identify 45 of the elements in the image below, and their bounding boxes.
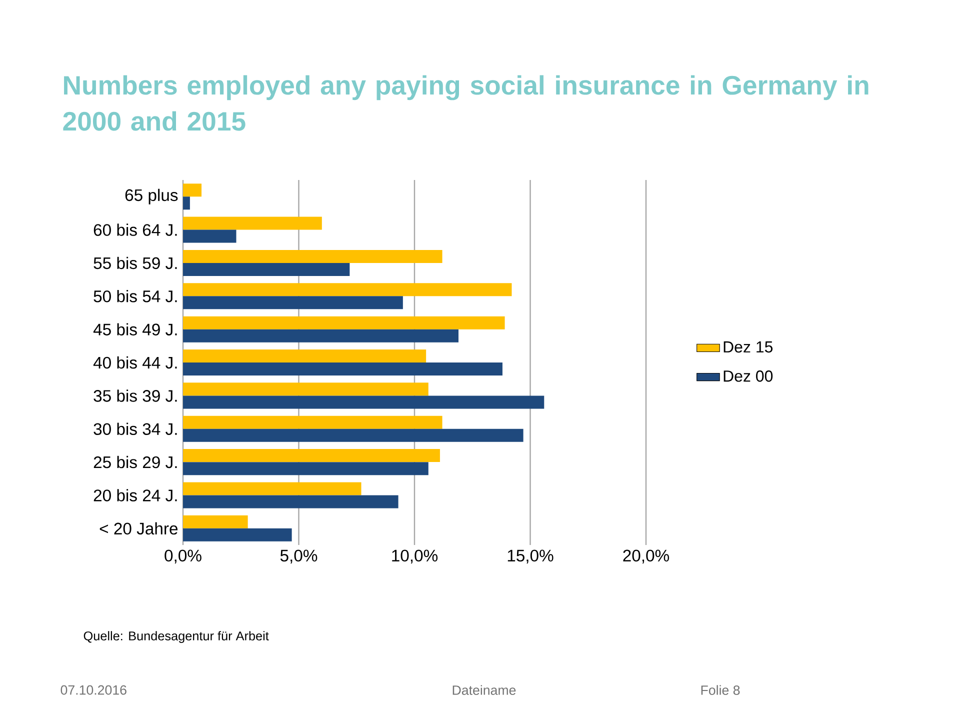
y-tick-label: < 20 Jahre [100,522,178,535]
bar [183,515,248,528]
x-tick-label: 20,0% [623,550,670,564]
bar [183,495,398,508]
bar [183,230,236,243]
x-tick-label: 0,0% [164,550,202,564]
bar [183,296,403,310]
y-tick-label: 50 bis 54 J. [94,290,177,302]
y-tick-label: 45 bis 49 J. [93,323,177,336]
bar [183,316,505,330]
bar [183,416,442,429]
legend-label: Dez 00 [724,370,773,382]
text: 07.10.2016 [60,685,126,695]
y-tick-label: 60 bis 64 J. [94,224,177,236]
bar [183,283,512,296]
bar [183,428,524,442]
x-tick-label: 15,0% [508,550,554,564]
bar [183,449,440,462]
bar [183,382,428,396]
bar [183,396,544,409]
text: Folie 8 [701,685,740,695]
y-tick-label: 40 bis 44 J. [93,356,177,369]
x-tick-label: 10,0% [392,550,438,564]
y-tick-label: 65 plus [125,188,178,204]
source-note: Quelle: Bundesagentur für Arbeit [84,631,269,643]
chart-title: Numbers employed any paying social insurance in Germany in 2000 and 2015 [63,75,868,131]
y-tick-label: 20 bis 24 J. [94,489,177,502]
bar [183,482,362,496]
bar [183,362,502,376]
bar [183,528,292,542]
y-tick-label: 55 bis 59 J. [94,256,177,270]
bar [183,329,458,342]
bar [183,250,442,263]
y-tick-label: 30 bis 34 J. [94,422,177,435]
x-tick-label: 5,0% [280,550,318,564]
legend-label: Dez 15 [724,341,773,353]
y-tick-label: 25 bis 29 J. [94,456,177,468]
bar [183,262,350,276]
bar [183,216,322,230]
bar [183,196,190,210]
bar [183,462,428,476]
text: Dateiname [452,685,516,695]
bar [183,350,426,363]
bar [183,184,202,197]
y-tick-label: 35 bis 39 J. [94,390,177,402]
